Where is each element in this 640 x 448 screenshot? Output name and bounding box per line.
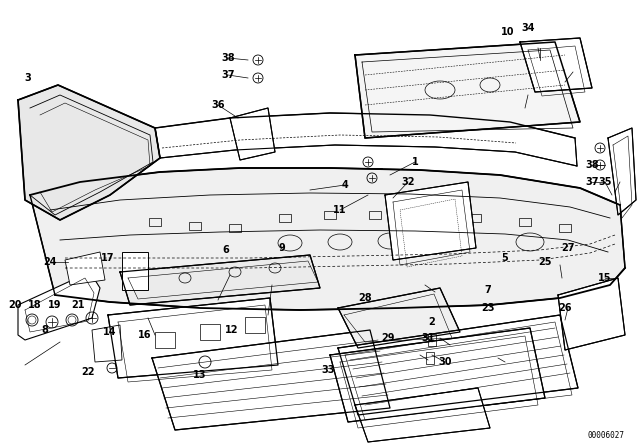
Text: 30: 30 bbox=[438, 357, 452, 367]
Text: 11: 11 bbox=[333, 205, 347, 215]
Text: 27: 27 bbox=[561, 243, 575, 253]
Text: 26: 26 bbox=[558, 303, 572, 313]
Polygon shape bbox=[30, 168, 625, 310]
Polygon shape bbox=[18, 85, 160, 220]
Text: 23: 23 bbox=[481, 303, 495, 313]
Text: 32: 32 bbox=[401, 177, 415, 187]
Bar bbox=[324, 211, 336, 219]
Polygon shape bbox=[355, 388, 490, 442]
Bar bbox=[426, 352, 434, 364]
Text: 8: 8 bbox=[42, 325, 49, 335]
Bar bbox=[229, 224, 241, 232]
Polygon shape bbox=[65, 252, 105, 285]
Polygon shape bbox=[558, 278, 625, 350]
Bar bbox=[189, 222, 201, 230]
Polygon shape bbox=[18, 272, 100, 340]
Text: 24: 24 bbox=[44, 257, 57, 267]
Text: 36: 36 bbox=[211, 100, 225, 110]
Bar bbox=[369, 211, 381, 219]
Polygon shape bbox=[122, 252, 148, 290]
Text: 29: 29 bbox=[381, 333, 395, 343]
Text: 6: 6 bbox=[223, 245, 229, 255]
Text: 00006027: 00006027 bbox=[588, 431, 625, 440]
Polygon shape bbox=[608, 128, 636, 215]
Polygon shape bbox=[338, 315, 578, 415]
Text: 1: 1 bbox=[412, 157, 419, 167]
Text: 28: 28 bbox=[358, 293, 372, 303]
Text: 38: 38 bbox=[221, 53, 235, 63]
Text: 7: 7 bbox=[484, 285, 492, 295]
Text: 5: 5 bbox=[502, 253, 508, 263]
Bar bbox=[428, 334, 436, 346]
Text: 9: 9 bbox=[278, 243, 285, 253]
Polygon shape bbox=[155, 113, 577, 166]
Text: 31: 31 bbox=[421, 333, 435, 343]
Text: 2: 2 bbox=[429, 317, 435, 327]
Bar bbox=[149, 218, 161, 226]
Polygon shape bbox=[108, 298, 278, 378]
Bar bbox=[200, 324, 220, 340]
Text: 38: 38 bbox=[585, 160, 599, 170]
Text: 10: 10 bbox=[501, 27, 515, 37]
Polygon shape bbox=[338, 288, 460, 348]
Text: 37: 37 bbox=[585, 177, 599, 187]
Polygon shape bbox=[152, 330, 390, 430]
Polygon shape bbox=[92, 325, 122, 362]
Polygon shape bbox=[230, 108, 275, 160]
Bar bbox=[245, 317, 265, 333]
Text: 3: 3 bbox=[24, 73, 31, 83]
Bar bbox=[279, 214, 291, 222]
Text: 13: 13 bbox=[193, 370, 207, 380]
Text: 16: 16 bbox=[138, 330, 152, 340]
Text: 21: 21 bbox=[71, 300, 84, 310]
Text: 33: 33 bbox=[321, 365, 335, 375]
Bar bbox=[559, 224, 571, 232]
Bar bbox=[519, 218, 531, 226]
Text: 12: 12 bbox=[225, 325, 239, 335]
Text: 17: 17 bbox=[101, 253, 115, 263]
Text: 20: 20 bbox=[8, 300, 22, 310]
Text: 14: 14 bbox=[103, 327, 116, 337]
Text: 19: 19 bbox=[48, 300, 61, 310]
Bar bbox=[155, 332, 175, 348]
Polygon shape bbox=[520, 38, 592, 92]
Text: 15: 15 bbox=[598, 273, 612, 283]
Polygon shape bbox=[385, 182, 476, 260]
Text: 34: 34 bbox=[521, 23, 535, 33]
Text: 35: 35 bbox=[598, 177, 612, 187]
Text: 4: 4 bbox=[342, 180, 348, 190]
Text: 22: 22 bbox=[81, 367, 95, 377]
Text: 37: 37 bbox=[221, 70, 235, 80]
Text: 25: 25 bbox=[538, 257, 552, 267]
Bar bbox=[469, 214, 481, 222]
Text: 18: 18 bbox=[28, 300, 42, 310]
Polygon shape bbox=[120, 255, 320, 305]
Polygon shape bbox=[330, 328, 545, 422]
Polygon shape bbox=[355, 42, 580, 138]
Bar bbox=[419, 211, 431, 219]
